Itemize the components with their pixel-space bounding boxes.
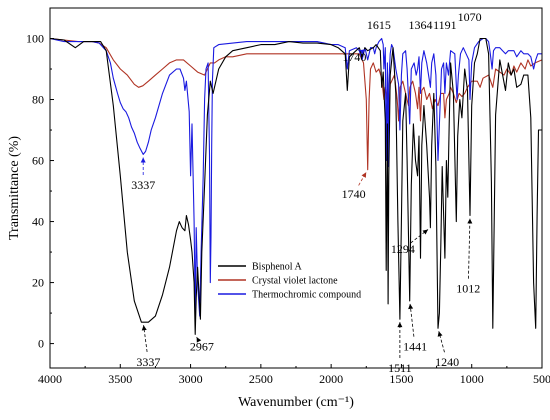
y-tick-label: 40: [32, 215, 44, 229]
peak-label: 1364: [409, 18, 433, 32]
peak-arrowhead: [196, 337, 202, 343]
y-tick-label: 0: [38, 337, 44, 351]
series-layer: [49, 37, 543, 335]
peak-arrowhead: [422, 229, 429, 235]
x-tick-label: 1000: [460, 372, 484, 386]
peak-label: 1511: [388, 361, 412, 375]
peak-label: 3337: [136, 355, 160, 369]
x-tick-label: 2000: [319, 372, 343, 386]
y-tick-label: 80: [32, 93, 44, 107]
peak-arrow: [410, 229, 429, 244]
peak-label: 3337: [131, 178, 155, 192]
peak-arrowhead: [408, 303, 414, 310]
peak-label: 1441: [403, 340, 427, 354]
peak-arrow: [409, 303, 415, 337]
peak-arrow: [468, 218, 471, 279]
x-tick-label: 2500: [249, 372, 273, 386]
x-tick-label: 3500: [108, 372, 132, 386]
peak-arrowhead: [467, 218, 473, 224]
peak-label: 1294: [391, 242, 415, 256]
y-tick-label: 20: [32, 276, 44, 290]
y-tick-label: 60: [32, 154, 44, 168]
legend: Bisphenol A Crystal violet lactone Thermoc…: [218, 262, 361, 301]
series-line-thermochromic-compound: [49, 37, 542, 317]
peak-label: 1240: [435, 355, 459, 369]
peak-label: 1012: [456, 282, 480, 296]
peak-arrow: [438, 331, 445, 353]
peak-label: 1070: [458, 10, 482, 24]
peak-label: 1740: [342, 50, 366, 64]
peak-arrowhead: [359, 49, 366, 55]
series-line-bisphenol-a: [49, 37, 542, 335]
y-tick-label: 100: [26, 32, 44, 46]
y-axis-title: Transmittance (%): [7, 136, 22, 240]
legend-entry: Crystal violet lactone: [252, 276, 338, 287]
peak-label: 1740: [342, 187, 366, 201]
peak-arrowhead: [397, 322, 403, 328]
peak-arrowhead: [361, 172, 367, 178]
legend-entry: Bisphenol A: [252, 262, 303, 273]
x-tick-label: 500: [533, 372, 550, 386]
peak-label: 1615: [367, 18, 391, 32]
peak-arrowhead: [437, 331, 443, 337]
peak-label: 1191: [433, 18, 457, 32]
x-tick-label: 3000: [179, 372, 203, 386]
x-tick-label: 4000: [38, 372, 62, 386]
x-tick-label: 1500: [389, 372, 413, 386]
x-axis-title: Wavenumber (cm⁻¹): [238, 395, 354, 410]
peak-label: 2967: [190, 340, 214, 354]
legend-entry: Thermochromic compound: [252, 290, 361, 301]
y-axis: 0 20 40 60 80 100: [26, 32, 54, 351]
x-axis: 4000 3500 3000 2500 2000 1500 1000 500: [38, 364, 550, 386]
peak-arrowhead: [141, 325, 147, 331]
peak-arrowhead: [140, 157, 146, 163]
